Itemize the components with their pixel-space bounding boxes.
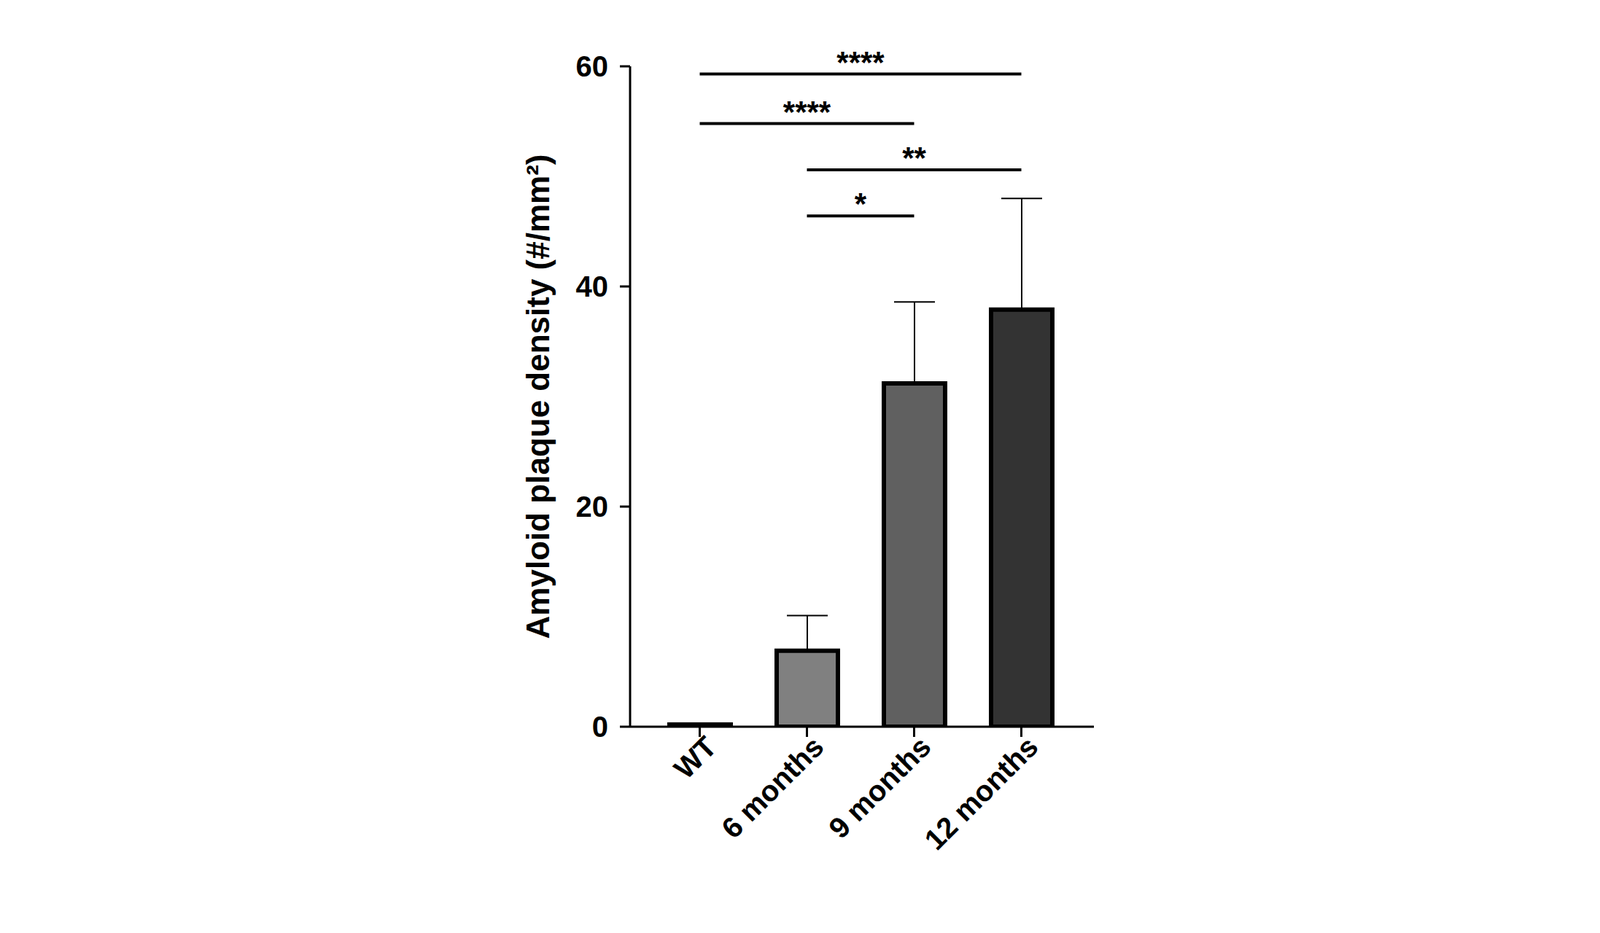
svg-text:*: * bbox=[854, 186, 868, 221]
svg-text:9 months: 9 months bbox=[822, 730, 938, 846]
svg-text:****: **** bbox=[836, 45, 885, 80]
svg-text:0: 0 bbox=[592, 711, 609, 744]
svg-text:20: 20 bbox=[576, 490, 609, 523]
svg-text:****: **** bbox=[783, 94, 832, 130]
svg-text:**: ** bbox=[902, 140, 927, 176]
svg-text:40: 40 bbox=[576, 270, 609, 303]
svg-text:60: 60 bbox=[576, 50, 609, 83]
svg-text:WT: WT bbox=[668, 730, 723, 786]
svg-text:12 months: 12 months bbox=[918, 730, 1045, 857]
svg-text:6 months: 6 months bbox=[715, 730, 830, 846]
svg-text:Amyloid plaque density (#/mm²): Amyloid plaque density (#/mm²) bbox=[519, 154, 556, 640]
